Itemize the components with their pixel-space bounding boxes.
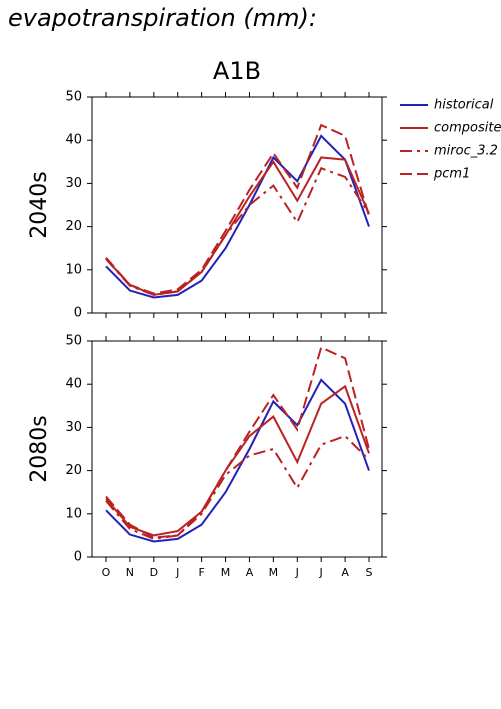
y-tick-label: 40: [65, 377, 82, 392]
x-tick-label: J: [319, 566, 323, 579]
x-tick-label: J: [295, 566, 299, 579]
y-tick-label: 10: [65, 262, 82, 277]
x-tick-label: N: [126, 566, 134, 579]
x-tick-label: D: [150, 566, 158, 579]
series-line: [105, 378, 370, 543]
legend-label: pcm1: [433, 167, 470, 182]
legend-label: historical: [434, 98, 494, 113]
page-title: evapotranspiration (mm):: [8, 4, 317, 32]
y-tick-label: 20: [65, 463, 82, 478]
y-tick-label: 30: [65, 176, 82, 191]
y-axis-label: 2040s: [27, 171, 52, 238]
y-tick-label: 10: [65, 506, 82, 521]
legend-label: composite: [434, 121, 501, 136]
plot-frame: [91, 96, 383, 314]
series-line: [105, 384, 370, 537]
x-tick-label: F: [198, 566, 204, 579]
y-axis-label: 2080s: [27, 415, 52, 482]
series-line: [105, 346, 370, 539]
legend-label: miroc_3.2: [434, 144, 498, 159]
series-line: [105, 134, 370, 299]
series-line: [105, 167, 370, 296]
x-tick-label: S: [366, 566, 373, 579]
x-tick-label: O: [102, 566, 111, 579]
y-tick-label: 30: [65, 420, 82, 435]
y-tick-label: 0: [74, 306, 82, 321]
plot-frame: [91, 340, 383, 558]
x-tick-label: A: [341, 566, 349, 579]
scenario-title: A1B: [213, 57, 261, 85]
x-tick-label: A: [246, 566, 254, 579]
x-tick-label: J: [175, 566, 179, 579]
series-line: [105, 123, 370, 295]
x-tick-label: M: [269, 566, 279, 579]
y-tick-label: 20: [65, 219, 82, 234]
series-line: [105, 434, 370, 540]
y-tick-label: 50: [65, 334, 82, 349]
y-tick-label: 50: [65, 90, 82, 105]
y-tick-label: 0: [74, 550, 82, 565]
x-tick-label: M: [221, 566, 231, 579]
y-tick-label: 40: [65, 133, 82, 148]
